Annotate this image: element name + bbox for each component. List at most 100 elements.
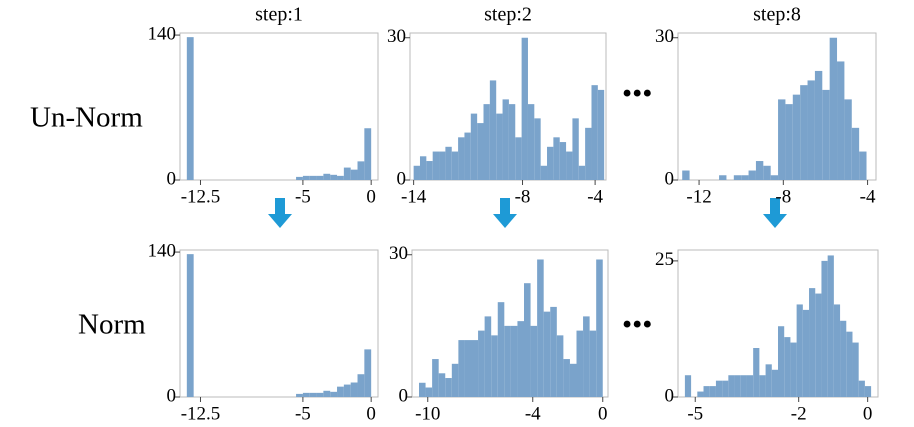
bar xyxy=(840,320,847,397)
bar xyxy=(572,118,579,180)
bar xyxy=(451,151,459,180)
bar xyxy=(728,375,735,397)
bar xyxy=(733,175,742,180)
y-tick-label: 0 xyxy=(397,168,407,189)
bar xyxy=(439,151,446,180)
bar xyxy=(829,37,838,180)
bar xyxy=(851,127,860,180)
bar xyxy=(524,283,531,397)
bar xyxy=(445,378,452,397)
bar xyxy=(556,335,564,397)
y-tick-label: 30 xyxy=(387,26,406,47)
bar xyxy=(559,142,567,180)
bar xyxy=(802,309,810,397)
bar xyxy=(478,330,485,397)
bar xyxy=(778,99,786,180)
x-tick-label: -8 xyxy=(775,186,791,207)
x-tick-label: -8 xyxy=(515,186,531,207)
bar xyxy=(719,175,727,180)
bar xyxy=(569,363,577,397)
bar xyxy=(597,89,605,180)
bar xyxy=(800,85,808,180)
bar xyxy=(337,386,344,397)
x-tick-label: -5 xyxy=(295,186,311,207)
y-tick-label: 30 xyxy=(655,26,674,47)
x-tick-label: 0 xyxy=(863,403,873,424)
bar xyxy=(489,80,497,180)
y-tick-label: 30 xyxy=(389,243,408,264)
bar xyxy=(419,156,427,180)
bar xyxy=(323,390,331,397)
bar xyxy=(309,175,317,180)
bar xyxy=(534,118,541,180)
bar xyxy=(734,375,741,397)
chart-title: step:2 xyxy=(484,4,532,26)
bar xyxy=(837,61,845,180)
y-tick-label: 0 xyxy=(167,168,177,189)
bar xyxy=(413,165,420,180)
bar xyxy=(846,331,853,397)
bar xyxy=(343,384,351,397)
bar xyxy=(821,260,828,397)
bar xyxy=(703,386,710,397)
bar xyxy=(521,37,528,180)
x-tick-label: -10 xyxy=(415,403,440,424)
x-tick-label: -5 xyxy=(295,403,311,424)
chart-title: step:1 xyxy=(255,4,303,26)
bar xyxy=(537,259,544,397)
bar xyxy=(748,170,756,180)
bar xyxy=(502,99,509,180)
bar xyxy=(302,392,310,397)
bar xyxy=(815,293,822,397)
bar xyxy=(563,359,570,397)
bar xyxy=(309,392,317,397)
y-tick-label: 140 xyxy=(148,240,177,261)
bar xyxy=(809,288,816,397)
bar xyxy=(790,342,797,397)
bar xyxy=(778,326,785,397)
bar xyxy=(585,127,592,180)
bar xyxy=(364,128,372,180)
y-tick-label: 0 xyxy=(665,385,675,406)
x-tick-label: -4 xyxy=(587,186,603,207)
x-tick-label: 0 xyxy=(366,403,376,424)
y-tick-label: 140 xyxy=(148,23,177,44)
bar xyxy=(784,337,791,397)
bar xyxy=(426,161,433,180)
bar xyxy=(517,321,524,397)
bar xyxy=(814,70,823,180)
bar xyxy=(547,146,554,180)
bar xyxy=(785,104,793,180)
bar xyxy=(438,373,446,397)
bar xyxy=(844,99,852,180)
row-label: Norm xyxy=(78,309,146,341)
bar xyxy=(550,306,557,397)
bar xyxy=(343,167,351,180)
bar xyxy=(330,391,338,397)
bar xyxy=(697,391,704,397)
arrow xyxy=(493,198,517,228)
bar xyxy=(684,375,692,397)
bar xyxy=(770,175,779,180)
bar xyxy=(591,85,598,180)
bar xyxy=(364,349,372,397)
bar xyxy=(510,325,518,397)
x-tick-label: -12.5 xyxy=(181,186,221,207)
bar xyxy=(709,386,716,397)
x-tick-label: 0 xyxy=(366,186,376,207)
bar xyxy=(497,302,505,397)
bar xyxy=(763,165,771,180)
bar xyxy=(722,380,729,397)
bar xyxy=(566,151,573,180)
bar xyxy=(833,304,841,397)
bar xyxy=(796,304,803,397)
bar xyxy=(741,175,749,180)
bar xyxy=(715,380,723,397)
bar xyxy=(759,375,766,397)
x-tick-label: -4 xyxy=(525,403,541,424)
bar xyxy=(302,175,310,180)
bar xyxy=(419,382,426,397)
bar xyxy=(464,340,472,397)
x-tick-label: -12.5 xyxy=(181,403,221,424)
bar xyxy=(464,132,471,180)
